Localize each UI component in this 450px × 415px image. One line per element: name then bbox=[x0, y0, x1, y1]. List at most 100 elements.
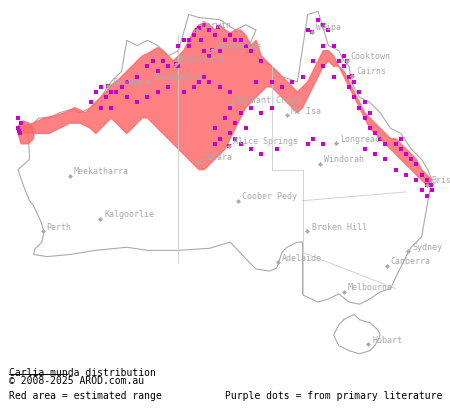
Point bbox=[226, 104, 234, 111]
Point bbox=[201, 22, 208, 28]
Point bbox=[288, 78, 296, 85]
Point bbox=[190, 32, 198, 39]
Point bbox=[402, 171, 410, 178]
Point bbox=[216, 135, 224, 142]
Point bbox=[346, 73, 353, 80]
Point bbox=[330, 73, 337, 80]
Point bbox=[144, 94, 151, 100]
Point bbox=[211, 125, 218, 132]
Point bbox=[108, 104, 115, 111]
Point bbox=[108, 89, 115, 95]
Point bbox=[361, 99, 368, 106]
Text: Kununurra: Kununurra bbox=[180, 56, 225, 64]
Point bbox=[216, 83, 224, 90]
Text: Broken Hill: Broken Hill bbox=[311, 223, 367, 232]
Point bbox=[268, 78, 275, 85]
Point bbox=[320, 42, 327, 49]
Point bbox=[185, 42, 193, 49]
Point bbox=[175, 42, 182, 49]
Point bbox=[257, 110, 265, 116]
Point bbox=[335, 58, 342, 64]
Point bbox=[304, 141, 311, 147]
Point bbox=[366, 125, 373, 132]
Point bbox=[154, 68, 162, 75]
Point bbox=[402, 151, 410, 157]
Text: Brisbane: Brisbane bbox=[431, 176, 450, 186]
Point bbox=[172, 61, 179, 67]
Point bbox=[226, 32, 234, 39]
Polygon shape bbox=[18, 121, 34, 144]
Point bbox=[397, 146, 405, 152]
Text: Carlia munda distribution: Carlia munda distribution bbox=[9, 368, 156, 378]
Point bbox=[423, 182, 430, 188]
Text: Darwin: Darwin bbox=[202, 21, 232, 30]
Point bbox=[428, 187, 436, 194]
Point bbox=[320, 141, 327, 147]
Point bbox=[14, 125, 22, 132]
Point bbox=[175, 63, 182, 70]
Point bbox=[196, 24, 203, 31]
Point bbox=[413, 161, 420, 168]
Point bbox=[144, 63, 151, 70]
Point bbox=[348, 72, 356, 79]
Point bbox=[268, 104, 275, 111]
Point bbox=[309, 58, 316, 64]
Text: Melbourne: Melbourne bbox=[348, 283, 393, 293]
Point bbox=[237, 141, 244, 147]
Point bbox=[211, 32, 218, 39]
Point bbox=[154, 89, 162, 95]
Point bbox=[185, 37, 193, 44]
Text: Purple dots = from primary literature: Purple dots = from primary literature bbox=[225, 391, 442, 401]
Point bbox=[194, 26, 201, 33]
Point bbox=[196, 78, 203, 85]
Point bbox=[320, 22, 327, 28]
Point bbox=[118, 83, 125, 90]
Point bbox=[309, 135, 316, 142]
Point bbox=[418, 187, 425, 194]
Point bbox=[315, 16, 322, 23]
Text: © 2008-2025 AROD.com.au: © 2008-2025 AROD.com.au bbox=[9, 376, 144, 386]
Point bbox=[242, 42, 249, 49]
Text: Coober Pedy: Coober Pedy bbox=[242, 193, 297, 201]
Point bbox=[232, 120, 239, 127]
Point bbox=[340, 53, 347, 59]
Point bbox=[392, 166, 399, 173]
Point bbox=[209, 47, 216, 54]
Point bbox=[247, 47, 254, 54]
Point bbox=[123, 94, 130, 100]
Point bbox=[232, 37, 239, 44]
Text: Cairns: Cairns bbox=[356, 67, 386, 76]
Point bbox=[198, 37, 205, 44]
Point bbox=[149, 58, 156, 64]
Point bbox=[242, 125, 249, 132]
Point bbox=[180, 37, 187, 44]
Text: Mornington: Mornington bbox=[153, 73, 202, 82]
Point bbox=[103, 94, 110, 100]
Point bbox=[418, 171, 425, 178]
Polygon shape bbox=[333, 315, 380, 354]
Point bbox=[92, 89, 99, 95]
Point bbox=[427, 182, 434, 188]
Point bbox=[97, 83, 104, 90]
Point bbox=[97, 104, 104, 111]
Point bbox=[361, 146, 368, 152]
Point bbox=[397, 135, 405, 142]
Point bbox=[123, 78, 130, 85]
Point bbox=[371, 130, 378, 137]
Point bbox=[247, 104, 254, 111]
Point bbox=[206, 53, 213, 59]
Text: Alice Springs: Alice Springs bbox=[233, 137, 298, 146]
Text: Yulara: Yulara bbox=[203, 154, 233, 162]
Text: Tennant Creek: Tennant Creek bbox=[236, 95, 302, 105]
Point bbox=[257, 151, 265, 157]
Point bbox=[308, 29, 315, 35]
Point bbox=[180, 89, 187, 95]
Point bbox=[105, 83, 112, 90]
Point bbox=[320, 63, 327, 70]
Point bbox=[221, 37, 229, 44]
Point bbox=[382, 141, 389, 147]
Point bbox=[343, 57, 350, 64]
Point bbox=[159, 58, 166, 64]
Point bbox=[165, 83, 172, 90]
Text: Hobart: Hobart bbox=[372, 336, 402, 345]
